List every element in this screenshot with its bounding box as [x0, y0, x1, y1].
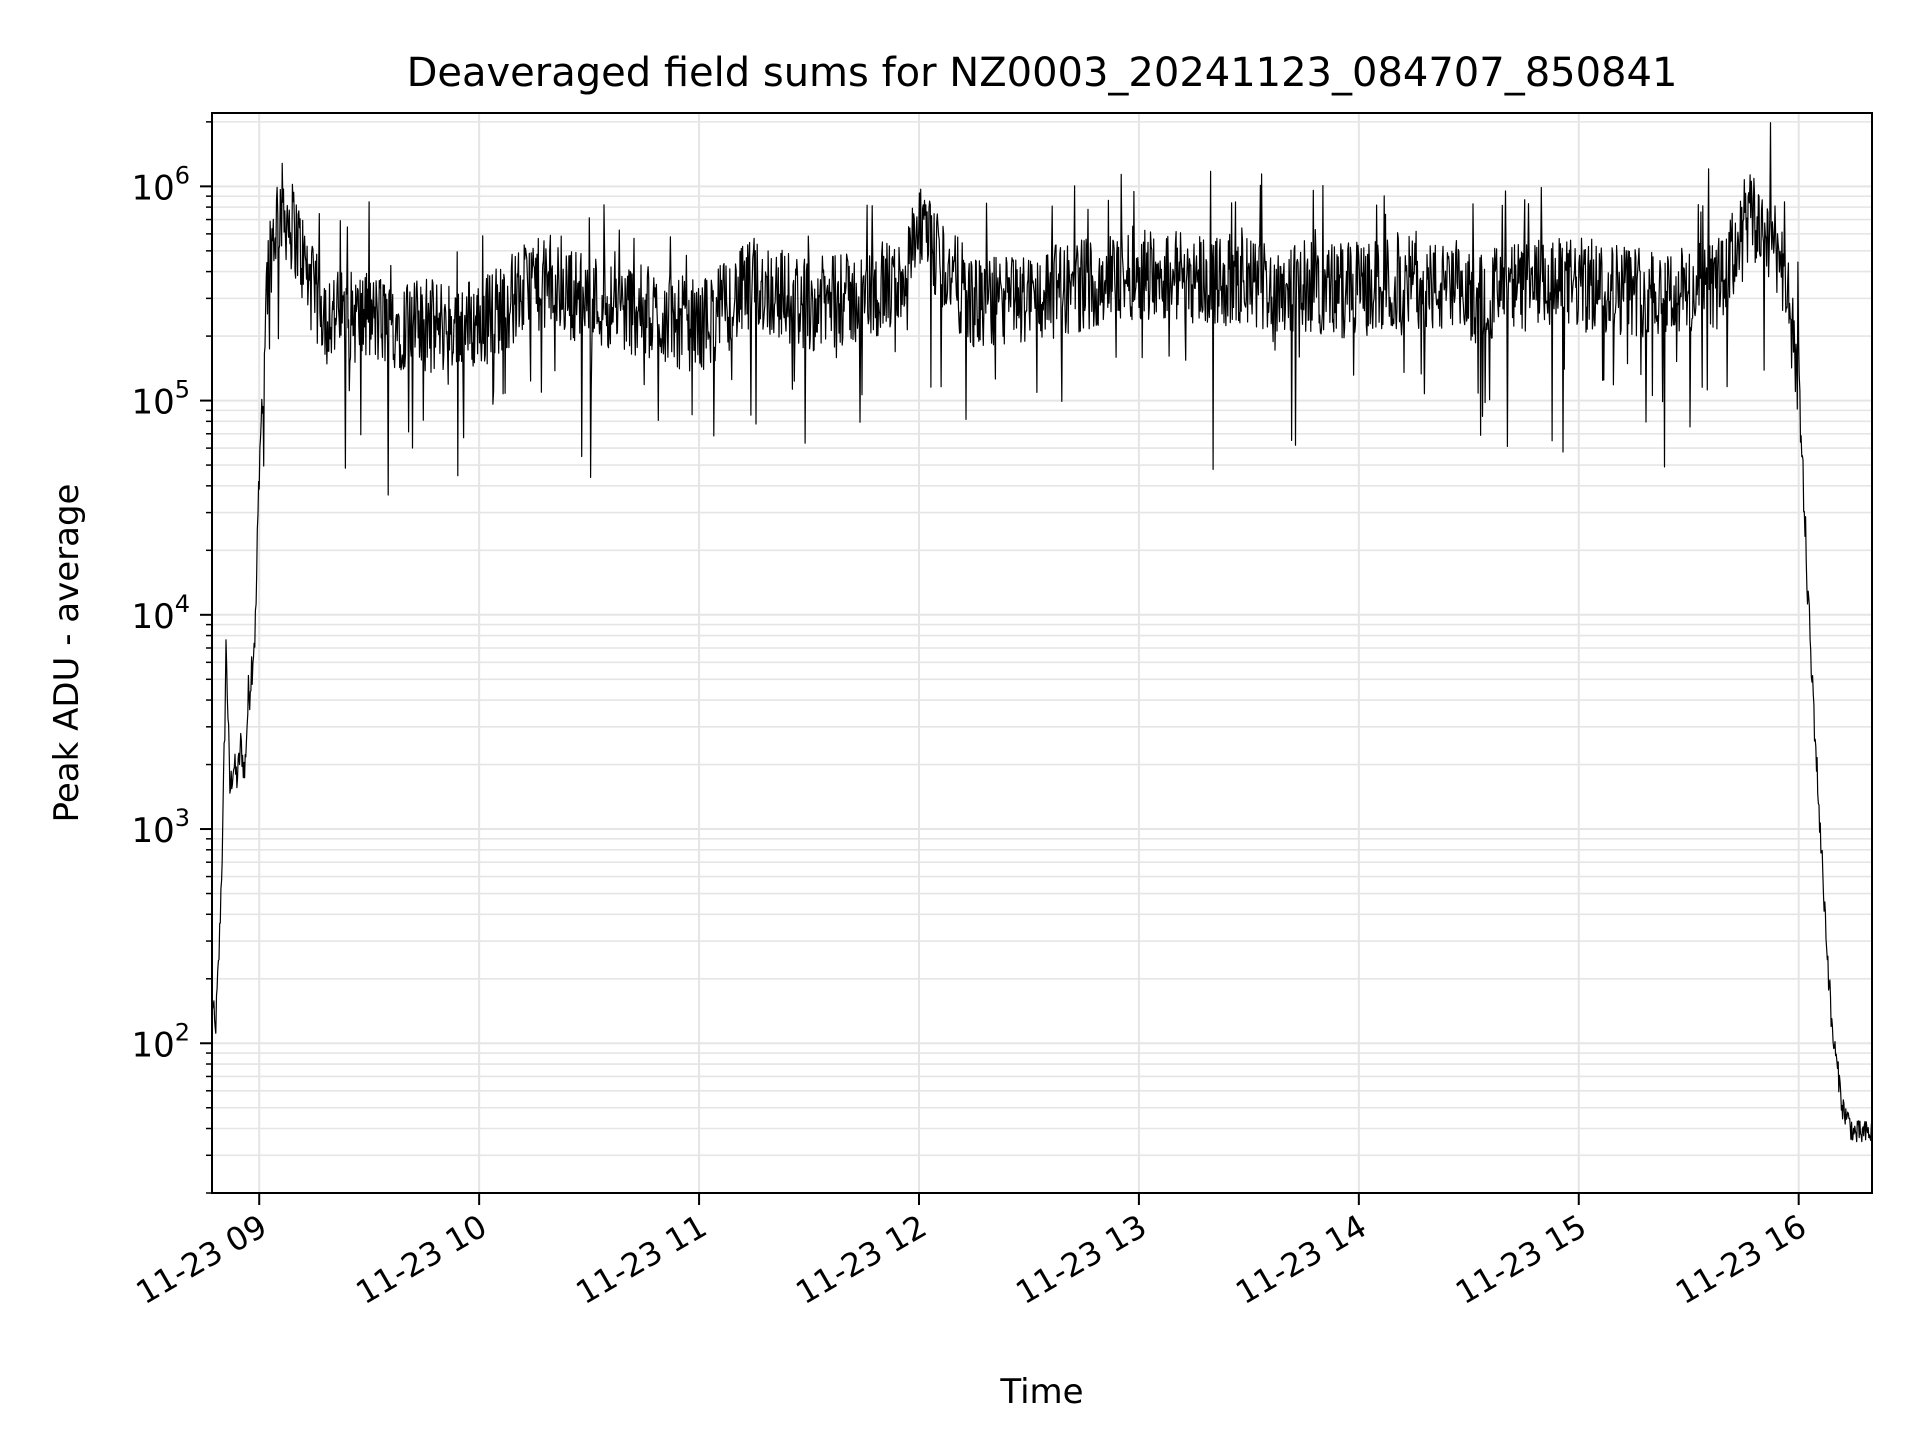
plot-area: [212, 122, 1872, 1143]
x-axis-label: Time: [999, 1372, 1083, 1412]
y-tick-label: 105: [131, 376, 190, 423]
y-tick-label: 106: [131, 161, 190, 208]
plot-frame: [211, 112, 1873, 1194]
y-axis: 102 103 104 105 106: [131, 121, 212, 1194]
y-tick-label: 104: [131, 590, 190, 637]
y-axis-label: Peak ADU - average: [47, 484, 87, 823]
chart-title: Deaveraged field sums for NZ0003_2024112…: [407, 50, 1678, 96]
series-line: [212, 122, 1872, 1143]
y-tick-label: 102: [131, 1018, 190, 1065]
grid-lines: [212, 113, 1872, 1194]
y-tick-label: 103: [131, 804, 190, 851]
